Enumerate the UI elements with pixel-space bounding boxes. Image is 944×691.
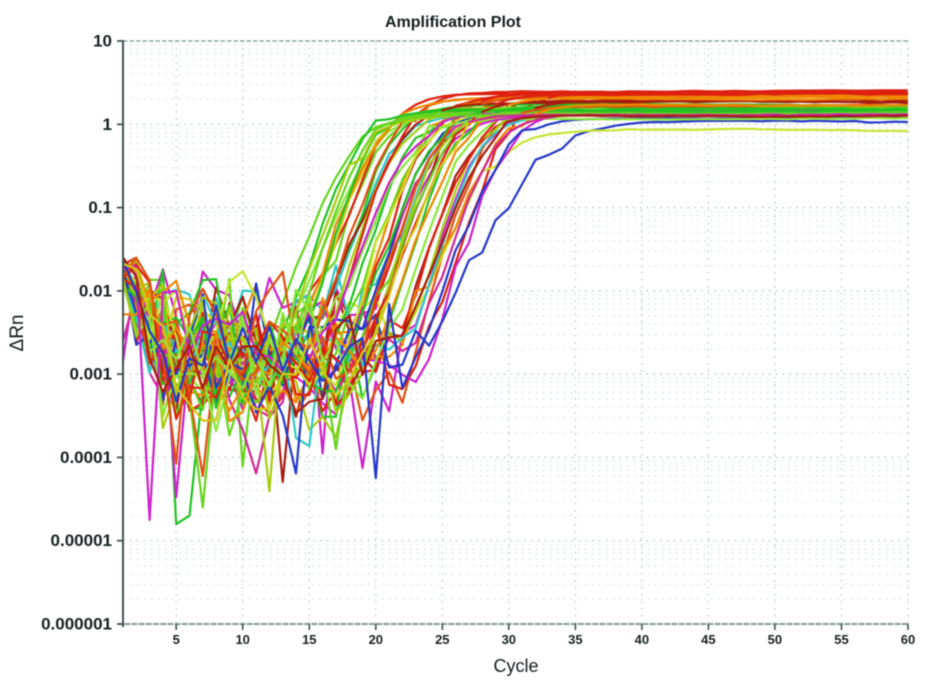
svg-text:0.000001: 0.000001 xyxy=(41,615,112,634)
svg-text:5: 5 xyxy=(173,632,180,647)
svg-text:0.001: 0.001 xyxy=(69,365,112,384)
svg-text:1: 1 xyxy=(103,115,112,134)
svg-text:30: 30 xyxy=(502,632,516,647)
svg-text:60: 60 xyxy=(901,632,915,647)
svg-text:0.0001: 0.0001 xyxy=(60,448,112,467)
svg-text:25: 25 xyxy=(435,632,449,647)
svg-text:ΔRn: ΔRn xyxy=(7,315,28,352)
svg-text:50: 50 xyxy=(768,632,782,647)
svg-text:0.00001: 0.00001 xyxy=(51,531,112,550)
svg-text:40: 40 xyxy=(635,632,649,647)
svg-text:45: 45 xyxy=(701,632,715,647)
svg-text:0.1: 0.1 xyxy=(88,198,112,217)
svg-text:0.01: 0.01 xyxy=(79,281,112,300)
svg-text:15: 15 xyxy=(302,632,316,647)
svg-text:Cycle: Cycle xyxy=(493,656,538,676)
svg-text:20: 20 xyxy=(369,632,383,647)
svg-text:35: 35 xyxy=(568,632,582,647)
svg-text:Amplification Plot: Amplification Plot xyxy=(385,14,522,31)
svg-text:10: 10 xyxy=(93,32,112,51)
svg-text:10: 10 xyxy=(235,632,249,647)
svg-text:55: 55 xyxy=(834,632,848,647)
